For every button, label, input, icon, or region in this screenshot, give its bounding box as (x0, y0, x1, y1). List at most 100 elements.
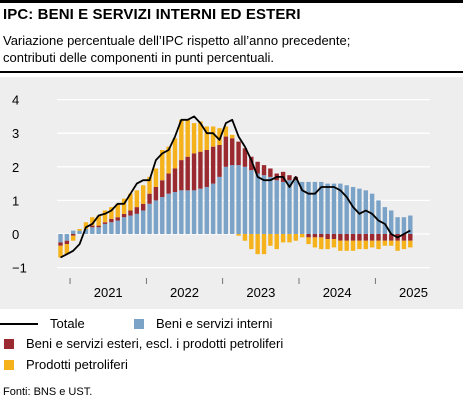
bar-foreign (179, 160, 184, 191)
bar-oil (344, 240, 349, 251)
bar-oil (255, 234, 260, 255)
bar-oil (230, 134, 235, 139)
bar-oil (140, 185, 146, 204)
bar-domestic (83, 228, 89, 234)
bar-oil (293, 234, 299, 241)
y-tick-label: 4 (12, 93, 19, 108)
bar-domestic (77, 230, 82, 234)
bar-domestic (223, 166, 229, 234)
bar-foreign (147, 193, 152, 204)
bar-oil (331, 239, 337, 248)
chart-title: IPC: BENI E SERVIZI INTERNI ED ESTERI (3, 6, 301, 23)
bar-domestic (242, 166, 248, 234)
bar-domestic (376, 200, 381, 234)
bar-foreign (287, 175, 292, 181)
bar-domestic (395, 217, 400, 234)
bar-domestic (350, 186, 356, 234)
bar-foreign (363, 234, 368, 241)
bar-foreign (261, 165, 267, 176)
bar-foreign (185, 156, 190, 191)
bar-oil (166, 146, 171, 174)
legend-item-domestic: Beni e servizi interni (134, 316, 272, 331)
bar-oil (299, 234, 305, 238)
legend-label-total: Totale (50, 316, 85, 331)
bar-foreign (160, 180, 165, 198)
bar-foreign (357, 234, 362, 241)
bar-oil (376, 240, 381, 250)
legend-swatch-domestic (134, 318, 144, 329)
bar-oil (90, 217, 95, 226)
bar-oil (357, 240, 362, 250)
bar-oil (83, 222, 89, 229)
bar-oil (179, 119, 184, 161)
bar-oil (134, 190, 140, 208)
source-note: Fonti: BNS e UST. (3, 386, 93, 398)
bar-domestic (363, 190, 368, 234)
bar-domestic (382, 207, 388, 234)
bar-oil (319, 237, 324, 250)
y-tick-label: 0 (12, 227, 19, 242)
bar-foreign (109, 218, 114, 223)
bar-foreign (121, 213, 127, 218)
y-tick-label: −1 (12, 261, 27, 276)
legend-label-foreign: Beni e servizi esteri, escl. i prodotti … (26, 336, 284, 351)
bar-domestic (172, 192, 178, 234)
bar-foreign (58, 242, 63, 246)
bar-foreign (306, 234, 311, 238)
bar-domestic (274, 180, 279, 234)
x-tick-label: 2022 (170, 285, 199, 300)
bar-oil (217, 128, 222, 145)
bar-domestic (217, 176, 222, 234)
bar-oil (58, 245, 63, 258)
bar-domestic (261, 175, 267, 234)
subtitle-line-2: contributi delle componenti in punti per… (3, 50, 275, 65)
bar-foreign (230, 138, 235, 166)
bar-domestic (109, 222, 114, 234)
bar-foreign (376, 234, 381, 241)
bar-foreign (115, 217, 120, 221)
bar-domestic (331, 183, 337, 234)
bar-oil (338, 240, 343, 251)
bar-oil (236, 234, 241, 236)
bar-foreign (338, 234, 343, 241)
bar-oil (369, 240, 375, 248)
bar-oil (210, 126, 216, 147)
bar-domestic (90, 227, 95, 234)
bar-domestic (249, 170, 254, 234)
bar-domestic (236, 165, 241, 234)
bar-oil (153, 168, 159, 187)
bar-domestic (204, 186, 209, 234)
legend-swatch-total (0, 322, 38, 325)
bar-foreign (350, 234, 356, 241)
bar-foreign (134, 207, 140, 214)
legend-label-domestic: Beni e servizi interni (156, 316, 273, 331)
bar-oil (249, 234, 254, 250)
bar-domestic (280, 181, 286, 234)
bar-domestic (401, 217, 407, 234)
bar-domestic (140, 210, 146, 234)
bar-oil (204, 126, 209, 150)
bar-foreign (312, 234, 318, 238)
bar-domestic (58, 234, 63, 243)
bar-foreign (166, 173, 171, 194)
bar-oil (268, 234, 273, 246)
bar-oil (147, 176, 152, 194)
bar-foreign (172, 168, 178, 192)
bar-oil (350, 240, 356, 251)
line-total (60, 115, 411, 259)
bar-domestic (306, 181, 311, 234)
bar-foreign (71, 234, 76, 236)
bar-domestic (319, 181, 324, 234)
bar-domestic (160, 197, 165, 234)
bar-foreign (242, 148, 248, 167)
bar-foreign (401, 234, 407, 241)
bar-domestic (153, 200, 159, 234)
bar-oil (274, 234, 279, 250)
bar-domestic (71, 230, 76, 234)
bar-oil (287, 234, 292, 243)
legend-swatch-foreign (4, 338, 14, 349)
bar-oil (198, 121, 203, 152)
bar-oil (121, 198, 127, 214)
bar-oil (363, 240, 368, 250)
